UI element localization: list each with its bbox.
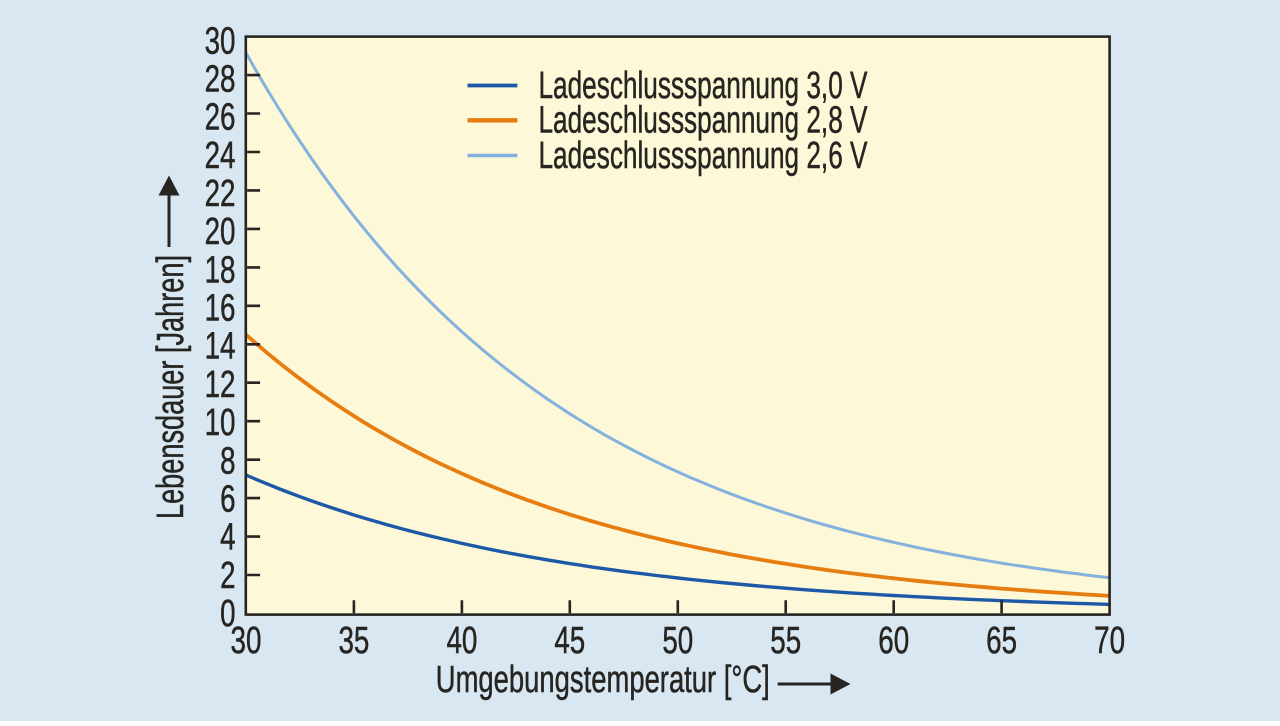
svg-text:55: 55 bbox=[770, 620, 801, 662]
svg-text:40: 40 bbox=[446, 620, 477, 662]
svg-text:14: 14 bbox=[205, 326, 236, 368]
svg-text:30: 30 bbox=[231, 620, 262, 662]
svg-text:2: 2 bbox=[220, 555, 235, 597]
svg-text:28: 28 bbox=[205, 59, 236, 101]
svg-text:Ladeschlussspannung 3,0 V: Ladeschlussspannung 3,0 V bbox=[539, 65, 868, 107]
svg-text:Umgebungstemperatur [°C]: Umgebungstemperatur [°C] bbox=[436, 659, 770, 701]
svg-text:Ladeschlussspannung 2,8 V: Ladeschlussspannung 2,8 V bbox=[539, 100, 868, 142]
svg-text:65: 65 bbox=[986, 620, 1017, 662]
svg-text:70: 70 bbox=[1094, 620, 1125, 662]
svg-text:16: 16 bbox=[205, 288, 236, 330]
svg-text:12: 12 bbox=[205, 364, 236, 406]
svg-text:6: 6 bbox=[220, 479, 235, 521]
svg-text:60: 60 bbox=[878, 620, 909, 662]
svg-text:22: 22 bbox=[205, 173, 236, 215]
svg-text:50: 50 bbox=[662, 620, 693, 662]
svg-text:35: 35 bbox=[338, 620, 369, 662]
svg-text:26: 26 bbox=[205, 97, 236, 139]
svg-text:Ladeschlussspannung 2,6 V: Ladeschlussspannung 2,6 V bbox=[539, 135, 868, 177]
svg-text:10: 10 bbox=[205, 402, 236, 444]
svg-text:4: 4 bbox=[220, 517, 235, 559]
svg-text:18: 18 bbox=[205, 249, 236, 291]
svg-text:8: 8 bbox=[220, 440, 235, 482]
svg-text:24: 24 bbox=[205, 135, 236, 177]
svg-text:45: 45 bbox=[554, 620, 585, 662]
svg-text:20: 20 bbox=[205, 211, 236, 253]
svg-text:30: 30 bbox=[205, 20, 236, 62]
svg-text:0: 0 bbox=[220, 593, 235, 635]
svg-text:Lebensdauer [Jahren]: Lebensdauer [Jahren] bbox=[150, 255, 192, 519]
